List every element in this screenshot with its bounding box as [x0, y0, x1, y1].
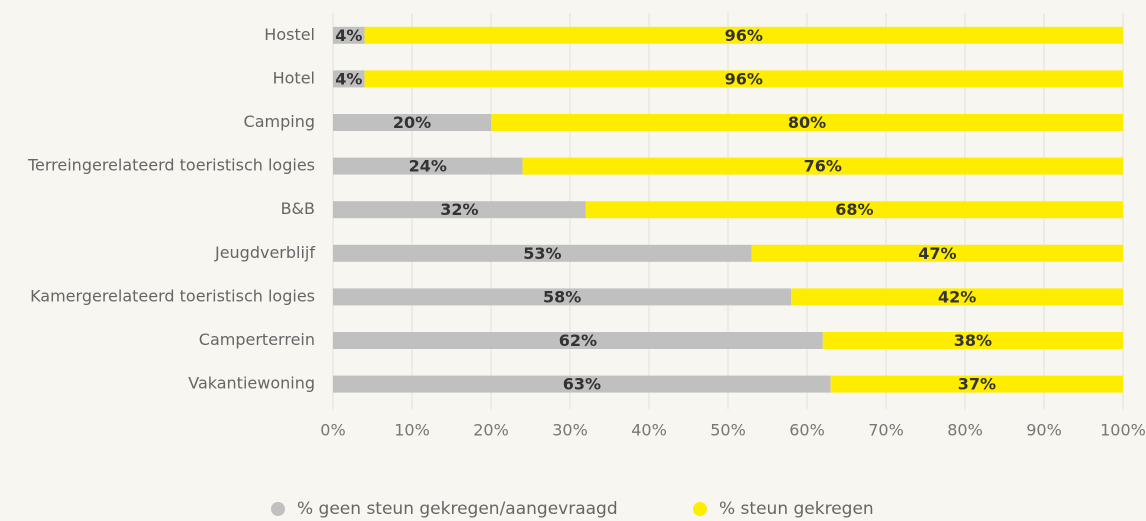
data-label: 68% [835, 200, 873, 219]
x-tick-label: 70% [868, 421, 904, 440]
data-label: 4% [335, 26, 362, 45]
bar-segment [830, 375, 1123, 393]
data-label: 80% [788, 113, 826, 132]
category-label: Vakantiewoning [188, 374, 315, 393]
data-label: 76% [804, 157, 842, 176]
x-tick-label: 20% [473, 421, 509, 440]
legend-label: % geen steun gekregen/aangevraagd [297, 499, 618, 519]
bar-segment [333, 332, 823, 349]
legend-marker [271, 502, 285, 516]
data-label: 63% [563, 375, 601, 394]
x-tick-label: 90% [1026, 421, 1062, 440]
x-tick-label: 10% [394, 421, 430, 440]
bar-segment [333, 26, 365, 44]
x-tick-label: 40% [631, 421, 667, 440]
bar-segment [333, 375, 831, 393]
x-tick-label: 60% [789, 421, 825, 440]
bar-segment [333, 114, 491, 131]
data-label: 42% [938, 287, 976, 306]
bar-segment [751, 244, 1123, 262]
data-label: 96% [725, 69, 763, 88]
x-tick-label: 30% [552, 421, 588, 440]
x-tick-label: 0% [320, 421, 345, 440]
data-label: 32% [440, 200, 478, 219]
data-label: 38% [954, 331, 992, 350]
data-label: 47% [918, 244, 956, 263]
bar-segment [333, 288, 792, 306]
data-label: 62% [559, 331, 597, 350]
data-label: 20% [393, 113, 431, 132]
legend-label: % steun gekregen [719, 499, 874, 519]
data-label: 4% [335, 69, 362, 88]
data-label: 37% [958, 375, 996, 394]
category-label: Jeugdverblijf [214, 243, 315, 262]
bar-segment [491, 114, 1123, 131]
data-label: 24% [409, 157, 447, 176]
data-label: 53% [523, 244, 561, 263]
category-label: Terreingerelateerd toeristisch logies [27, 156, 315, 175]
category-label: Hotel [273, 68, 315, 87]
bar-segment [364, 26, 1124, 44]
legend-marker [693, 502, 707, 516]
bar-segment [791, 288, 1123, 306]
bar-segment [333, 157, 523, 175]
bar-segment [333, 201, 586, 219]
bar-segment [364, 70, 1124, 88]
category-label: B&B [281, 199, 315, 218]
bar-segment [585, 201, 1123, 219]
x-tick-label: 80% [947, 421, 983, 440]
category-label: Kamergerelateerd toeristisch logies [30, 286, 315, 305]
x-tick-label: 100% [1100, 421, 1146, 440]
bar-segment [822, 332, 1123, 349]
data-label: 96% [725, 26, 763, 45]
bar-segment [522, 157, 1123, 175]
data-label: 58% [543, 287, 581, 306]
bar-segment [333, 244, 752, 262]
category-label: Camperterrein [199, 330, 315, 349]
x-tick-label: 50% [710, 421, 746, 440]
category-label: Hostel [264, 25, 315, 44]
category-label: Camping [244, 112, 315, 131]
bar-segment [333, 70, 365, 88]
